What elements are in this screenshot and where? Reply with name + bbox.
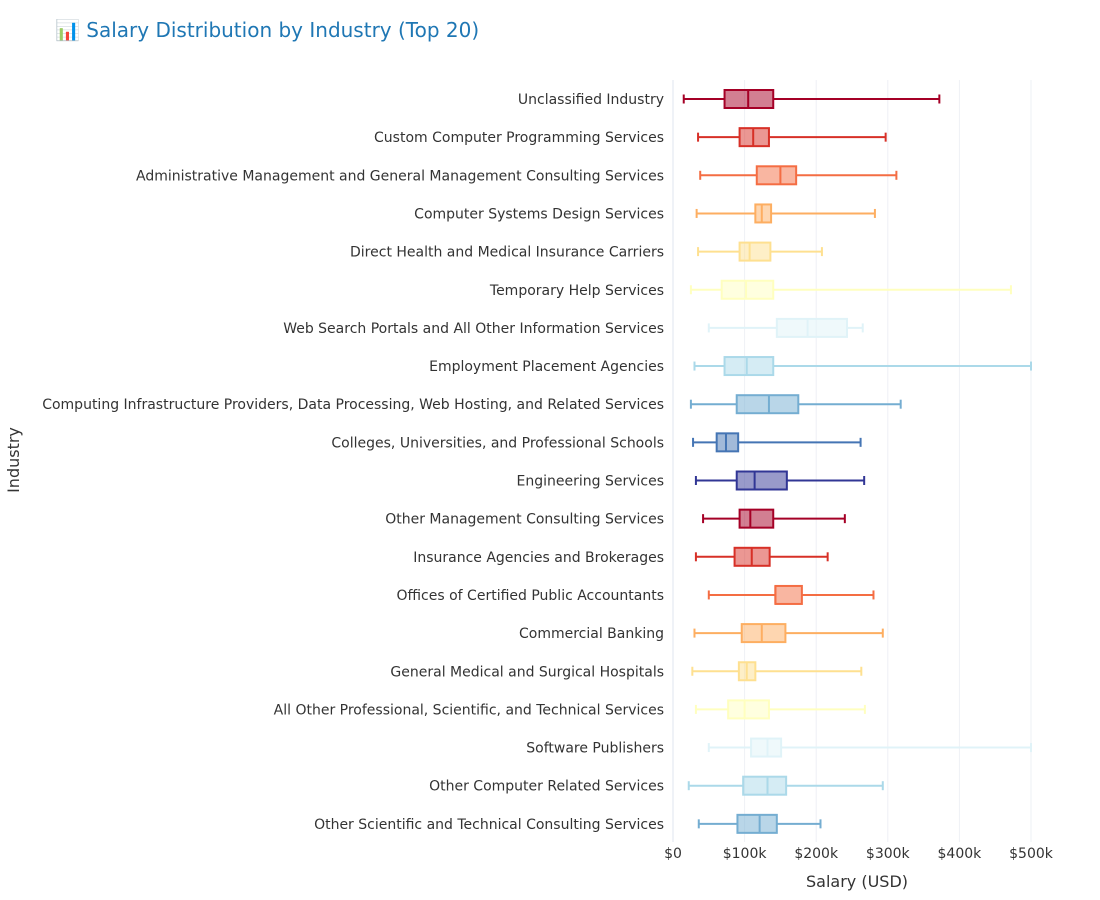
- category-label: Engineering Services: [517, 474, 665, 490]
- box-group: [697, 813, 822, 834]
- box-group: [707, 737, 1032, 758]
- iqr-box: [738, 241, 772, 262]
- category-label: Custom Computer Programming Services: [374, 130, 664, 146]
- box-group: [707, 317, 864, 338]
- iqr-box: [736, 813, 778, 834]
- category-label: Computer Systems Design Services: [414, 206, 664, 222]
- box-group: [693, 356, 1032, 377]
- iqr-box: [750, 737, 783, 758]
- category-label: Temporary Help Services: [489, 283, 664, 299]
- category-label: All Other Professional, Scientific, and …: [274, 702, 664, 718]
- category-label: Administrative Management and General Ma…: [136, 168, 664, 184]
- category-label: Computing Infrastructure Providers, Data…: [42, 397, 664, 413]
- box-group: [693, 623, 884, 644]
- box-group: [694, 546, 829, 567]
- iqr-box: [715, 432, 740, 453]
- box-group: [695, 203, 876, 224]
- box-group: [689, 279, 1012, 300]
- x-tick-label: $100k: [723, 846, 768, 862]
- category-label: Web Search Portals and All Other Informa…: [283, 321, 664, 337]
- box-layer: [682, 89, 1032, 834]
- box-group: [691, 661, 863, 682]
- box-group: [694, 699, 866, 720]
- x-tick-layer: $0 $100k $200k $300k $400k $500k: [664, 846, 1054, 862]
- x-axis-title: Salary (USD): [806, 872, 908, 891]
- category-label: General Medical and Surgical Hospitals: [390, 664, 664, 680]
- category-label: Other Computer Related Services: [429, 779, 664, 795]
- category-label: Commercial Banking: [519, 626, 664, 642]
- box-group: [692, 432, 862, 453]
- iqr-box: [727, 699, 770, 720]
- iqr-box: [735, 470, 788, 491]
- box-group: [702, 508, 846, 529]
- iqr-box: [742, 775, 788, 796]
- iqr-box: [774, 584, 803, 605]
- box-group: [687, 775, 884, 796]
- box-group: [697, 127, 887, 148]
- iqr-box: [723, 356, 775, 377]
- x-tick-label: $200k: [794, 846, 839, 862]
- category-label: Insurance Agencies and Brokerages: [413, 550, 664, 566]
- box-group: [689, 394, 902, 415]
- box-group: [682, 89, 941, 109]
- box-group: [697, 241, 823, 262]
- iqr-box: [755, 165, 798, 186]
- box-group: [694, 470, 866, 491]
- category-label: Employment Placement Agencies: [429, 359, 664, 375]
- x-tick-label: $0: [664, 846, 682, 862]
- iqr-box: [775, 317, 848, 338]
- category-label: Unclassified Industry: [518, 92, 664, 108]
- category-label: Other Management Consulting Services: [385, 512, 664, 528]
- iqr-box: [738, 508, 775, 529]
- iqr-box: [738, 127, 770, 148]
- y-axis-title: Industry: [4, 427, 23, 493]
- iqr-box: [754, 203, 773, 224]
- iqr-box: [720, 279, 775, 300]
- category-label: Direct Health and Medical Insurance Carr…: [350, 245, 664, 261]
- iqr-box: [740, 623, 787, 644]
- box-group: [699, 165, 898, 186]
- x-tick-label: $300k: [866, 846, 911, 862]
- grid-layer: [672, 80, 1032, 842]
- category-label-layer: Unclassified Industry Custom Computer Pro…: [42, 92, 664, 833]
- category-label: Offices of Certified Public Accountants: [397, 588, 665, 604]
- category-label: Software Publishers: [526, 741, 664, 757]
- x-tick-label: $500k: [1009, 846, 1054, 862]
- x-tick-label: $400k: [938, 846, 983, 862]
- category-label: Other Scientific and Technical Consultin…: [314, 817, 664, 833]
- box-group: [707, 584, 875, 605]
- chart-title: 📊 Salary Distribution by Industry (Top 2…: [55, 18, 480, 42]
- category-label: Colleges, Universities, and Professional…: [331, 435, 664, 451]
- iqr-box: [735, 394, 800, 415]
